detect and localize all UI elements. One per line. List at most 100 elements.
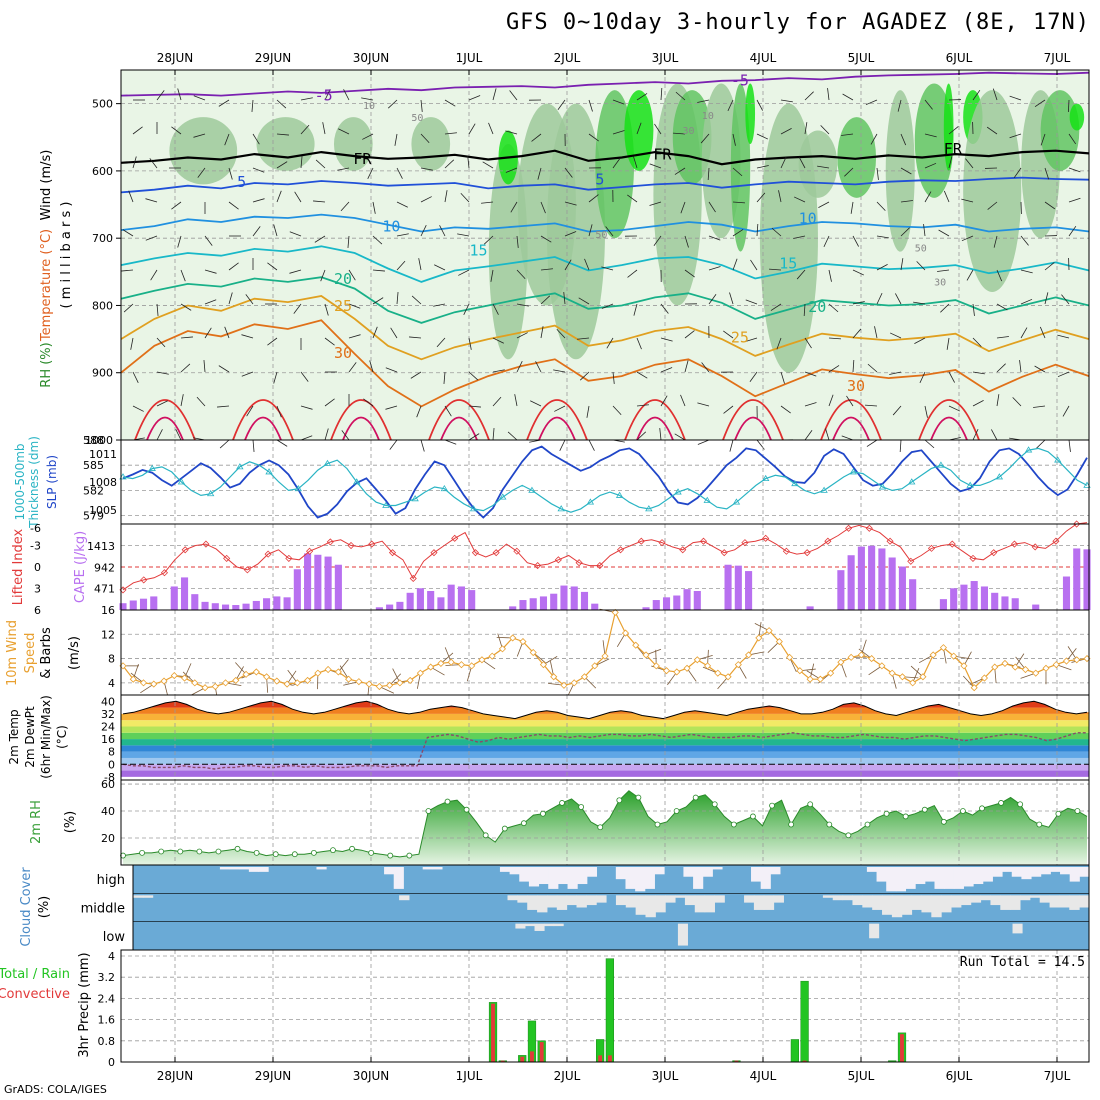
rh-marker xyxy=(750,813,756,820)
wind-barb xyxy=(937,269,950,272)
wind-marker xyxy=(816,675,824,683)
wind-marker xyxy=(437,659,445,667)
wind-marker xyxy=(898,673,906,681)
wind-barb xyxy=(228,201,239,210)
wind-barb xyxy=(1057,334,1070,339)
wind-marker xyxy=(950,652,958,660)
wind-barb xyxy=(418,258,422,271)
wind-marker xyxy=(539,661,548,669)
wind-barb xyxy=(804,91,814,101)
wind-barb xyxy=(601,266,614,271)
wind-marker xyxy=(991,663,999,671)
wind-barb xyxy=(171,126,182,135)
cloud-cell-high xyxy=(895,867,907,892)
wind-marker xyxy=(560,681,568,689)
wind-barb xyxy=(708,266,721,271)
wind-barb xyxy=(156,400,168,407)
rh-region xyxy=(730,83,751,252)
cape-bar xyxy=(991,592,999,610)
cloud-cell-high xyxy=(1021,867,1032,880)
wind-barb xyxy=(578,297,590,305)
wind-barb xyxy=(492,303,499,315)
y-tick-label: 8 xyxy=(108,746,115,759)
wind-barb xyxy=(636,337,642,350)
wind-barb xyxy=(289,231,302,237)
wind-barb xyxy=(537,167,542,180)
precip-ylabel-part: Convective xyxy=(0,987,70,1002)
cloud-cell-high xyxy=(1040,867,1051,875)
wind-barb xyxy=(505,167,518,173)
wind-barb xyxy=(444,132,457,135)
wind-barb xyxy=(996,336,1009,339)
wind-barb xyxy=(660,88,663,101)
rh-region xyxy=(256,117,315,171)
contour-label: 25 xyxy=(334,297,352,315)
wind-barb xyxy=(780,128,792,135)
wind-barb xyxy=(468,95,481,101)
wind-barb xyxy=(276,161,288,169)
series-line-thickness xyxy=(122,447,1088,513)
rh-marker xyxy=(463,806,470,813)
wind-barb xyxy=(444,99,456,107)
wind-barb xyxy=(778,190,782,203)
wind-barb-10m xyxy=(962,675,975,688)
rh-ylabel: 2m RH (%) xyxy=(29,800,78,844)
cloud-cell-high xyxy=(992,867,1003,877)
cape-ylabel: Lifted Index CAPE (J/kg) xyxy=(11,528,88,605)
series-line-temp xyxy=(122,700,1088,720)
precip-convective-bar xyxy=(530,1051,534,1062)
cloud-cell-middle xyxy=(576,895,587,908)
wind-barb xyxy=(745,337,758,342)
wind-barb xyxy=(924,162,937,169)
wind-marker xyxy=(775,638,783,646)
li-marker xyxy=(492,549,500,557)
wind-barb xyxy=(361,97,374,101)
cape-bar xyxy=(222,604,230,610)
wind-barb xyxy=(1068,225,1077,237)
wind-barb xyxy=(750,259,758,271)
wind-barb xyxy=(727,99,734,112)
wind-marker xyxy=(878,662,886,670)
cloud-cell-high xyxy=(982,867,993,882)
wind-barb xyxy=(553,369,566,373)
wind-barb xyxy=(516,332,528,339)
wind-barb xyxy=(1019,360,1022,373)
li-marker xyxy=(948,540,956,548)
rh-marker xyxy=(444,798,451,805)
y-tick-label: 900 xyxy=(92,367,113,380)
x-tick-label-bottom: 7JUL xyxy=(1044,1069,1071,1083)
wind-barb xyxy=(828,269,832,282)
cloud-cell-high xyxy=(866,867,878,872)
wind-barb xyxy=(509,90,518,101)
cloud-cell-high xyxy=(915,867,926,885)
wind-barb-10m xyxy=(440,652,454,664)
wind-barb xyxy=(171,201,182,210)
cape-bar xyxy=(950,588,958,610)
wind-marker xyxy=(796,667,804,675)
wind-barb xyxy=(874,326,878,339)
series-line-slp xyxy=(122,445,1088,519)
temp-color-band xyxy=(121,726,1089,733)
wind-barb xyxy=(948,371,955,383)
wind-marker xyxy=(970,684,978,692)
wind-barb xyxy=(481,201,494,204)
left-tick-label: 585 xyxy=(83,459,104,472)
wind-barb xyxy=(276,133,289,136)
cape-bar xyxy=(211,603,219,610)
wind-barb xyxy=(940,303,950,313)
wind-barb xyxy=(924,99,933,110)
wind-marker xyxy=(837,658,845,666)
wind-marker xyxy=(1021,665,1030,674)
thickness-marker xyxy=(148,464,156,471)
rh-marker xyxy=(883,810,890,817)
wind-barb xyxy=(444,439,457,445)
cloud-cell-middle xyxy=(655,895,666,913)
cloud-cell-middle xyxy=(625,895,637,908)
wind-barb xyxy=(385,405,398,410)
wind-barb xyxy=(410,371,422,379)
isotherm-hot-bump xyxy=(146,416,184,441)
y-tick-label: 24 xyxy=(101,720,115,733)
y-tick-label: 12 xyxy=(101,628,115,641)
li-marker xyxy=(347,541,355,550)
